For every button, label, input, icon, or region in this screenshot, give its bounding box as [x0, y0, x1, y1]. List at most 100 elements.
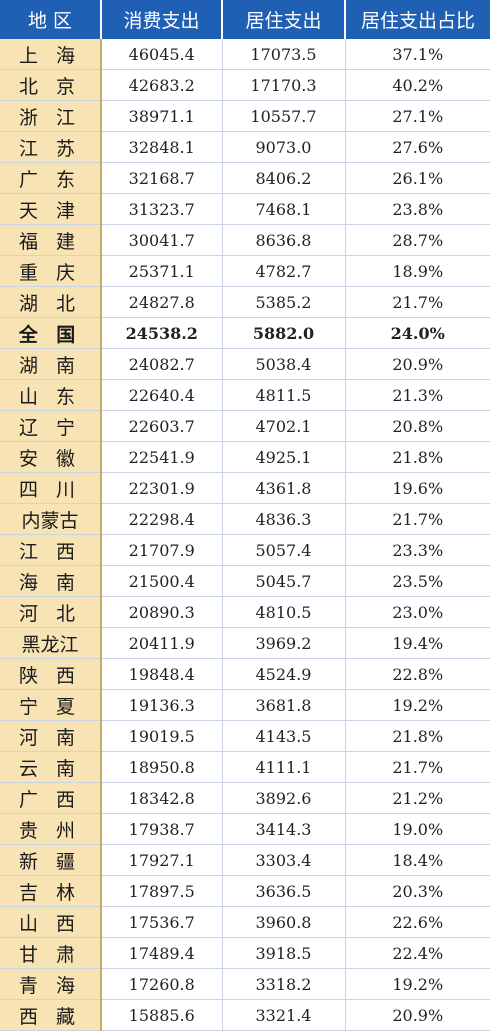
table-row: 西 藏 15885.6 3321.4 20.9% [0, 999, 490, 1031]
housing-cell: 4361.8 [222, 472, 346, 504]
consumption-cell: 18342.8 [101, 782, 223, 814]
housing-cell: 5057.4 [222, 534, 346, 566]
housing-cell: 3969.2 [222, 627, 346, 659]
consumption-cell: 38971.1 [101, 100, 223, 132]
region-cell: 重 庆 [0, 255, 102, 287]
region-cell: 广 西 [0, 782, 102, 814]
region-cell: 黑龙江 [0, 627, 102, 659]
housing-cell: 4782.7 [222, 255, 346, 287]
region-cell: 江 苏 [0, 131, 102, 163]
table-row: 广 西 18342.8 3892.6 21.2% [0, 782, 490, 814]
housing-cell: 5038.4 [222, 348, 346, 380]
housing-cell: 9073.0 [222, 131, 346, 163]
consumption-cell: 22640.4 [101, 379, 223, 411]
housing-share-cell: 21.3% [345, 379, 490, 411]
housing-cell: 3321.4 [222, 999, 346, 1031]
consumption-cell: 17927.1 [101, 844, 223, 876]
housing-share-cell: 23.3% [345, 534, 490, 566]
consumption-cell: 24827.8 [101, 286, 223, 318]
housing-cell: 17170.3 [222, 69, 346, 101]
housing-cell: 17073.5 [222, 39, 346, 70]
region-cell: 内蒙古 [0, 503, 102, 535]
housing-share-cell: 21.7% [345, 503, 490, 535]
table-row: 重 庆 25371.1 4782.7 18.9% [0, 255, 490, 287]
consumption-cell: 24538.2 [101, 317, 223, 349]
region-cell: 山 东 [0, 379, 102, 411]
housing-cell: 3960.8 [222, 906, 346, 938]
housing-share-cell: 20.3% [345, 875, 490, 907]
region-cell: 新 疆 [0, 844, 102, 876]
housing-share-cell: 22.8% [345, 658, 490, 690]
housing-share-cell: 21.7% [345, 751, 490, 783]
housing-share-cell: 19.0% [345, 813, 490, 845]
region-cell: 陕 西 [0, 658, 102, 690]
region-cell: 北 京 [0, 69, 102, 101]
housing-cell: 4811.5 [222, 379, 346, 411]
table-row: 山 东 22640.4 4811.5 21.3% [0, 379, 490, 411]
consumption-cell: 42683.2 [101, 69, 223, 101]
housing-share-cell: 18.9% [345, 255, 490, 287]
region-cell: 全 国 [0, 317, 102, 349]
table-row: 湖 北 24827.8 5385.2 21.7% [0, 286, 490, 318]
housing-cell: 4702.1 [222, 410, 346, 442]
region-cell: 浙 江 [0, 100, 102, 132]
housing-cell: 4524.9 [222, 658, 346, 690]
consumption-cell: 30041.7 [101, 224, 223, 256]
region-cell: 湖 南 [0, 348, 102, 380]
housing-cell: 4143.5 [222, 720, 346, 752]
housing-cell: 3681.8 [222, 689, 346, 721]
housing-share-cell: 20.9% [345, 999, 490, 1031]
region-cell: 西 藏 [0, 999, 102, 1031]
table-body: 上 海 46045.4 17073.5 37.1% 北 京 42683.2 17170.3 4… [0, 39, 490, 1031]
region-cell: 海 南 [0, 565, 102, 597]
housing-cell: 5385.2 [222, 286, 346, 318]
housing-cell: 10557.7 [222, 100, 346, 132]
region-cell: 上 海 [0, 39, 102, 70]
consumption-cell: 17938.7 [101, 813, 223, 845]
consumption-cell: 31323.7 [101, 193, 223, 225]
table-row: 宁 夏 19136.3 3681.8 19.2% [0, 689, 490, 721]
table-row: 云 南 18950.8 4111.1 21.7% [0, 751, 490, 783]
housing-share-cell: 21.2% [345, 782, 490, 814]
table-row: 新 疆 17927.1 3303.4 18.4% [0, 844, 490, 876]
housing-share-cell: 22.4% [345, 937, 490, 969]
housing-share-cell: 24.0% [345, 317, 490, 349]
housing-share-cell: 20.8% [345, 410, 490, 442]
housing-cell: 4111.1 [222, 751, 346, 783]
consumption-cell: 17536.7 [101, 906, 223, 938]
header-row: 地 区 消费支出 居住支出 居住支出占比 [0, 0, 490, 39]
consumption-cell: 21500.4 [101, 565, 223, 597]
table-row: 江 苏 32848.1 9073.0 27.6% [0, 131, 490, 163]
table-row: 贵 州 17938.7 3414.3 19.0% [0, 813, 490, 845]
housing-share-cell: 19.6% [345, 472, 490, 504]
region-cell: 湖 北 [0, 286, 102, 318]
housing-cell: 3892.6 [222, 782, 346, 814]
table-row: 辽 宁 22603.7 4702.1 20.8% [0, 410, 490, 442]
table-row: 全 国 24538.2 5882.0 24.0% [0, 317, 490, 349]
region-cell: 云 南 [0, 751, 102, 783]
housing-share-cell: 21.8% [345, 441, 490, 473]
region-cell: 福 建 [0, 224, 102, 256]
table-row: 广 东 32168.7 8406.2 26.1% [0, 162, 490, 194]
region-cell: 辽 宁 [0, 410, 102, 442]
region-cell: 贵 州 [0, 813, 102, 845]
table-row: 陕 西 19848.4 4524.9 22.8% [0, 658, 490, 690]
consumption-cell: 25371.1 [101, 255, 223, 287]
housing-cell: 3318.2 [222, 968, 346, 1000]
housing-share-cell: 19.4% [345, 627, 490, 659]
consumption-cell: 24082.7 [101, 348, 223, 380]
housing-cell: 3918.5 [222, 937, 346, 969]
housing-share-cell: 22.6% [345, 906, 490, 938]
housing-cell: 4810.5 [222, 596, 346, 628]
housing-cell: 8406.2 [222, 162, 346, 194]
consumption-cell: 15885.6 [101, 999, 223, 1031]
table-row: 河 南 19019.5 4143.5 21.8% [0, 720, 490, 752]
table-header: 地 区 消费支出 居住支出 居住支出占比 [0, 0, 490, 39]
region-cell: 四 川 [0, 472, 102, 504]
consumption-cell: 22603.7 [101, 410, 223, 442]
housing-share-cell: 23.0% [345, 596, 490, 628]
housing-share-cell: 20.9% [345, 348, 490, 380]
table-row: 江 西 21707.9 5057.4 23.3% [0, 534, 490, 566]
region-cell: 甘 肃 [0, 937, 102, 969]
region-cell: 山 西 [0, 906, 102, 938]
